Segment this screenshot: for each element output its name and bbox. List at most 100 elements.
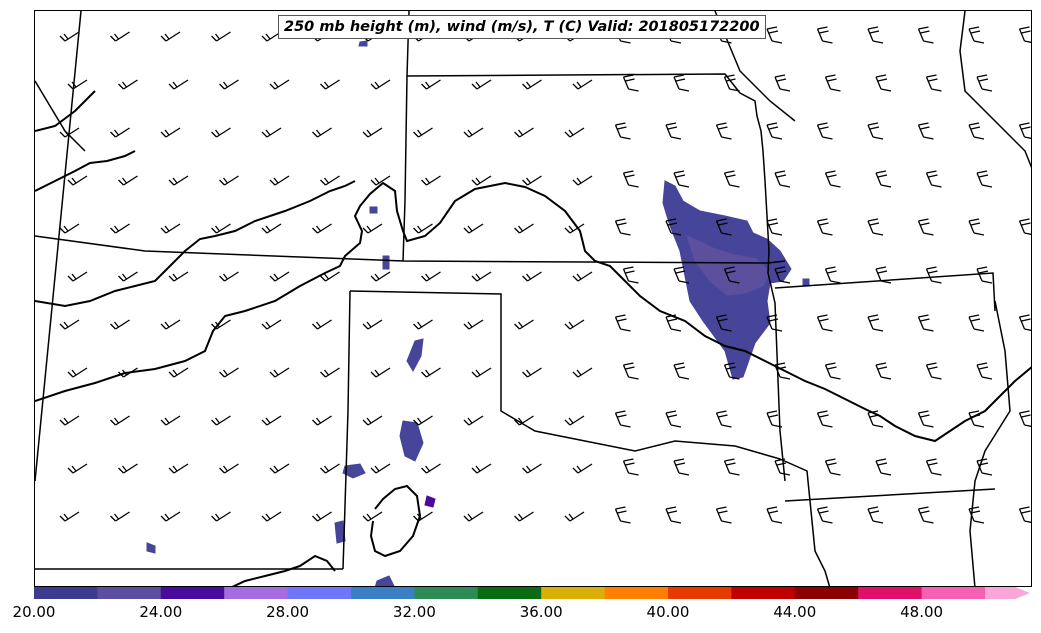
wind-barb [816,314,833,332]
height-contour [35,150,136,192]
wind-barb [723,458,740,476]
wind-barb [219,79,239,90]
wind-barb [917,410,934,428]
wind-barb [572,175,593,186]
wind-barb [67,271,88,282]
wind-barb [118,175,138,186]
wind-barb [673,458,690,476]
wind-barb [261,415,282,426]
wind-barb [665,218,682,236]
wind-barb [312,223,332,234]
temperature-patch [424,495,436,508]
wind-barb [413,511,433,522]
wind-barb [816,26,833,44]
state-border [402,75,408,262]
colorbar-tick-label: 28.00 [266,603,310,621]
colorbar-segment [541,587,606,599]
wind-barb [622,266,639,284]
wind-barb [614,410,631,428]
wind-barb [968,314,985,332]
wind-barb [522,271,542,282]
height-contours [35,90,1031,586]
wind-barb [110,319,130,330]
wind-barb [673,362,690,380]
wind-barb [564,223,585,234]
wind-barb [211,127,231,138]
wind-barb [867,218,884,236]
wind-barb [261,319,282,330]
wind-barb [269,463,290,474]
wind-barb [665,506,682,524]
wind-barb [766,26,783,44]
wind-barb [463,319,484,330]
wind-barb [413,127,433,138]
wind-barb [514,319,534,330]
wind-barb [421,367,441,378]
wind-barb [917,506,934,524]
wind-barb [219,367,239,378]
wind-barb [723,170,740,188]
wind-barb [614,506,631,524]
wind-barb [867,26,884,44]
wind-barb [362,511,383,522]
wind-barb [564,127,585,138]
wind-barb [463,511,484,522]
temperature-patch [375,575,395,586]
state-border [35,235,786,264]
wind-barb [320,175,340,186]
colorbar-segment [351,587,415,599]
state-border [35,11,82,482]
wind-barb [118,271,138,282]
wind-barb [1018,506,1031,523]
wind-barb [766,122,783,140]
colorbar-tick-label: 48.00 [900,603,944,621]
wind-barb [564,319,585,330]
colorbar-segment [921,587,986,599]
temperature-patch [358,40,368,47]
wind-barb [118,367,138,378]
wind-barb [875,458,892,476]
wind-barb [211,223,231,234]
colorbar-tick-label: 40.00 [646,603,690,621]
map-title: 250 mb height (m), wind (m/s), T (C) Val… [278,15,766,39]
wind-barb [925,74,942,92]
wind-barb [370,367,391,378]
wind-barb [160,127,181,138]
colorbar-segment [794,587,859,599]
wind-barb [320,463,340,474]
wind-barb [622,170,639,188]
wind-barb [67,79,88,90]
wind-barb [421,463,441,474]
wind-barb [816,410,833,428]
wind-barb [413,223,433,234]
wind-barb [816,506,833,524]
wind-barb [673,266,690,284]
wind-barb [59,223,80,234]
wind-barb [118,463,138,474]
wind-barb [774,74,791,92]
state-border [35,80,86,152]
wind-barb [673,74,690,92]
colorbar-tick-label: 36.00 [519,603,563,621]
wind-barb [824,458,841,476]
colorbar-tick-label: 20.00 [12,603,56,621]
wind-barb [766,218,783,236]
colorbar-tick-label: 32.00 [392,603,436,621]
wind-barb [867,314,884,332]
wind-barb [665,314,682,332]
wind-barb [867,410,884,428]
wind-barb [816,122,833,140]
wind-barb [413,415,433,426]
wind-barb [219,175,239,186]
temperature-patch [342,463,366,479]
wind-barb [723,362,740,380]
wind-barb [67,367,88,378]
temperature-patch [146,542,156,554]
wind-barb [168,463,189,474]
wind-barb [471,79,492,90]
wind-barb [168,175,189,186]
state-border [767,272,786,482]
wind-barb [522,367,542,378]
wind-barb [564,415,585,426]
wind-barb [514,223,534,234]
